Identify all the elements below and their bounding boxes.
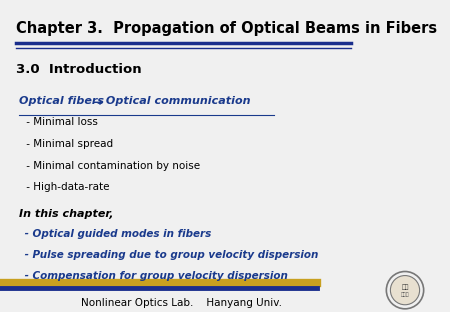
Circle shape <box>391 275 419 305</box>
Text: →: → <box>92 96 102 109</box>
Text: Chapter 3.  Propagation of Optical Beams in Fibers: Chapter 3. Propagation of Optical Beams … <box>16 22 437 37</box>
Text: Optical fibers: Optical fibers <box>19 96 108 106</box>
Text: In this chapter,: In this chapter, <box>19 208 114 219</box>
Text: - Minimal loss: - Minimal loss <box>23 117 98 127</box>
Text: - Minimal contamination by noise: - Minimal contamination by noise <box>23 161 200 171</box>
Text: - Optical guided modes in fibers: - Optical guided modes in fibers <box>21 229 212 239</box>
Text: Optical communication: Optical communication <box>103 96 251 106</box>
Text: 대학교: 대학교 <box>400 292 410 297</box>
Text: - Minimal spread: - Minimal spread <box>23 139 113 149</box>
Text: 3.0  Introduction: 3.0 Introduction <box>16 63 141 76</box>
Text: - Pulse spreading due to group velocity dispersion: - Pulse spreading due to group velocity … <box>21 250 319 260</box>
Text: 한양: 한양 <box>401 285 409 290</box>
Text: - High-data-rate: - High-data-rate <box>23 182 109 192</box>
Text: Nonlinear Optics Lab.    Hanyang Univ.: Nonlinear Optics Lab. Hanyang Univ. <box>81 298 282 308</box>
Text: - Compensation for group velocity dispersion: - Compensation for group velocity disper… <box>21 271 288 281</box>
